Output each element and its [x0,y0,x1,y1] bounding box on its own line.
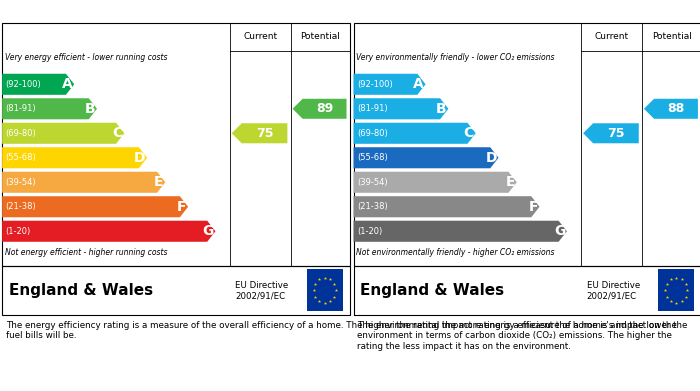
Bar [658,269,694,311]
Text: (81-91): (81-91) [6,104,36,113]
Text: (39-54): (39-54) [357,178,388,187]
Text: Very energy efficient - lower running costs: Very energy efficient - lower running co… [5,53,167,62]
Text: England & Wales: England & Wales [360,283,505,298]
Text: F: F [528,200,538,214]
Text: England & Wales: England & Wales [9,283,153,298]
Polygon shape [2,123,125,144]
Text: C: C [112,126,122,140]
Polygon shape [2,147,147,168]
Polygon shape [2,172,165,193]
Text: (92-100): (92-100) [357,80,393,89]
Text: Potential: Potential [652,32,692,41]
Text: D: D [485,151,497,165]
Text: Energy Efficiency Rating: Energy Efficiency Rating [7,6,160,16]
Polygon shape [354,123,476,144]
Text: E: E [505,175,515,189]
Text: A: A [413,77,424,91]
Text: EU Directive
2002/91/EC: EU Directive 2002/91/EC [235,281,288,300]
Text: B: B [436,102,447,116]
Polygon shape [2,221,216,242]
Text: 75: 75 [256,127,273,140]
Text: 89: 89 [316,102,333,115]
Text: Not environmentally friendly - higher CO₂ emissions: Not environmentally friendly - higher CO… [356,248,555,256]
Text: (39-54): (39-54) [6,178,36,187]
Text: C: C [463,126,474,140]
Polygon shape [644,99,698,119]
Text: (69-80): (69-80) [357,129,388,138]
Polygon shape [583,123,639,143]
Polygon shape [2,196,188,217]
Text: (1-20): (1-20) [357,227,382,236]
Text: (55-68): (55-68) [6,153,36,162]
Text: (69-80): (69-80) [6,129,36,138]
Text: Current: Current [244,32,277,41]
Bar [307,269,343,311]
Text: 88: 88 [667,102,685,115]
Text: (1-20): (1-20) [6,227,31,236]
Text: Not energy efficient - higher running costs: Not energy efficient - higher running co… [5,248,167,256]
Text: (92-100): (92-100) [6,80,41,89]
Text: 75: 75 [607,127,624,140]
Polygon shape [354,74,426,95]
Text: D: D [134,151,146,165]
Text: (21-38): (21-38) [6,202,36,211]
Text: Environmental Impact (CO₂) Rating: Environmental Impact (CO₂) Rating [358,6,578,16]
Text: E: E [154,175,164,189]
Text: (55-68): (55-68) [357,153,388,162]
Text: B: B [85,102,95,116]
Polygon shape [354,98,449,119]
Text: G: G [202,224,214,238]
Text: (81-91): (81-91) [357,104,388,113]
Polygon shape [2,98,97,119]
Text: F: F [177,200,186,214]
Text: G: G [554,224,565,238]
Polygon shape [354,196,540,217]
Text: (21-38): (21-38) [357,202,388,211]
Polygon shape [293,99,346,119]
Polygon shape [232,123,288,143]
Text: The environmental impact rating is a measure of a home's impact on the environme: The environmental impact rating is a mea… [357,321,677,351]
Polygon shape [354,147,498,168]
Text: EU Directive
2002/91/EC: EU Directive 2002/91/EC [587,281,640,300]
Polygon shape [2,74,74,95]
Polygon shape [354,172,517,193]
Text: Current: Current [595,32,629,41]
Polygon shape [354,221,567,242]
Text: A: A [62,77,73,91]
Text: The energy efficiency rating is a measure of the overall efficiency of a home. T: The energy efficiency rating is a measur… [6,321,687,340]
Text: Very environmentally friendly - lower CO₂ emissions: Very environmentally friendly - lower CO… [356,53,555,62]
Text: Potential: Potential [300,32,340,41]
